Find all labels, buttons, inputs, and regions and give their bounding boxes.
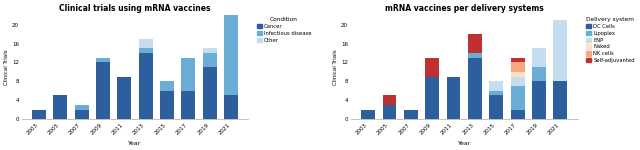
Bar — [511, 86, 525, 110]
Bar — [75, 110, 88, 119]
Bar — [32, 110, 46, 119]
Bar — [511, 63, 525, 72]
Bar — [468, 58, 482, 119]
Bar — [447, 77, 461, 119]
Bar — [554, 81, 567, 119]
Bar — [468, 34, 482, 53]
Y-axis label: Clinical Trials: Clinical Trials — [4, 49, 9, 85]
Bar — [203, 53, 217, 67]
X-axis label: Year: Year — [458, 141, 471, 146]
Bar — [532, 48, 546, 67]
Bar — [182, 58, 195, 91]
Bar — [182, 91, 195, 119]
Bar — [139, 39, 153, 48]
Bar — [75, 105, 88, 110]
Bar — [511, 58, 525, 63]
Bar — [160, 81, 174, 91]
Bar — [383, 105, 396, 119]
Bar — [96, 63, 110, 119]
Bar — [490, 96, 503, 119]
Bar — [490, 91, 503, 96]
Bar — [139, 48, 153, 53]
Bar — [468, 53, 482, 58]
Bar — [490, 81, 503, 91]
Bar — [53, 96, 67, 119]
Bar — [511, 110, 525, 119]
Bar — [224, 96, 238, 119]
Title: Clinical trials using mRNA vaccines: Clinical trials using mRNA vaccines — [60, 4, 211, 13]
Legend: Cancer, Infectious disease, Other: Cancer, Infectious disease, Other — [255, 16, 312, 44]
Bar — [96, 58, 110, 63]
Bar — [361, 110, 375, 119]
Bar — [160, 91, 174, 119]
Legend: DC Cells, Lipoplex, ENP, Naked, NK cells, Self-adjuvanted: DC Cells, Lipoplex, ENP, Naked, NK cells… — [585, 16, 636, 64]
Title: mRNA vaccines per delivery systems: mRNA vaccines per delivery systems — [385, 4, 543, 13]
Bar — [425, 77, 439, 119]
Bar — [203, 48, 217, 53]
Bar — [554, 20, 567, 81]
X-axis label: Year: Year — [129, 141, 141, 146]
Bar — [224, 11, 238, 96]
Bar — [532, 67, 546, 81]
Bar — [404, 110, 418, 119]
Y-axis label: Clinical Trials: Clinical Trials — [333, 49, 339, 85]
Bar — [383, 96, 396, 105]
Bar — [532, 81, 546, 119]
Bar — [117, 77, 131, 119]
Bar — [139, 53, 153, 119]
Bar — [511, 72, 525, 77]
Bar — [511, 77, 525, 86]
Bar — [203, 67, 217, 119]
Bar — [425, 58, 439, 77]
